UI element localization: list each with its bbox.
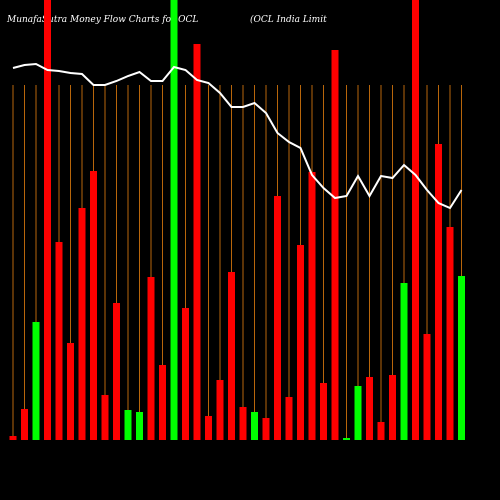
bar (274, 196, 281, 440)
bar (55, 242, 63, 440)
bar (228, 272, 235, 440)
bar (216, 380, 224, 440)
bar (170, 0, 178, 440)
bar (124, 410, 132, 440)
bar (458, 276, 465, 440)
bar (389, 375, 396, 440)
bar (21, 409, 28, 440)
bar (159, 365, 166, 440)
bar (377, 422, 385, 440)
bar (101, 395, 109, 440)
bar (113, 303, 120, 440)
bar (308, 172, 316, 440)
bar (182, 308, 189, 440)
bar (262, 418, 270, 440)
bar (320, 383, 327, 440)
bar (446, 227, 454, 440)
bar (239, 407, 247, 440)
bar (400, 283, 408, 440)
bar (343, 438, 350, 440)
price-line (12, 62, 463, 210)
bar (205, 416, 212, 440)
bar (354, 386, 362, 440)
bar (193, 44, 201, 440)
chart-subtitle: (OCL India Limit (250, 14, 327, 25)
bar (366, 377, 373, 440)
bar (423, 334, 431, 440)
chart-title: MunafaSutra Money Flow Charts for OCL (6, 15, 198, 25)
bar (412, 0, 419, 440)
bar (78, 208, 86, 440)
bar (67, 343, 74, 440)
bar (435, 144, 442, 440)
bar (44, 0, 51, 440)
bar (285, 397, 293, 440)
bar (32, 322, 40, 440)
bar (331, 50, 339, 440)
bar (297, 245, 304, 440)
bar (251, 412, 258, 440)
bar (90, 171, 97, 440)
bar (147, 277, 155, 440)
bar (9, 436, 17, 440)
bar (136, 412, 143, 440)
